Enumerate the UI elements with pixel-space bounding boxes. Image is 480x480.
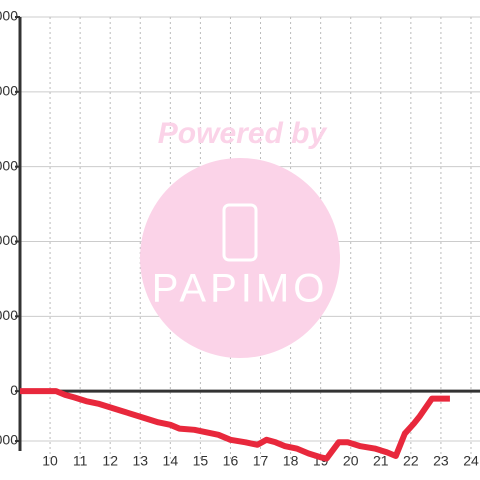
x-tick-label: 23	[433, 453, 449, 469]
x-tick-label: 15	[193, 453, 209, 469]
x-tick-label: 10	[42, 453, 58, 469]
x-tick-label: 16	[223, 453, 239, 469]
x-tick-label: 13	[132, 453, 148, 469]
x-tick-label: 14	[163, 453, 179, 469]
x-tick-label: 24	[463, 453, 479, 469]
y-tick-label: 150,000	[0, 8, 18, 24]
y-tick-label: 90,000	[0, 157, 18, 173]
data-line	[20, 388, 450, 462]
x-tick-label: 21	[373, 453, 389, 469]
y-tick-label: -20,000	[0, 432, 18, 448]
watermark: Powered by PAPIMO	[140, 117, 340, 358]
watermark-circle	[140, 158, 340, 358]
y-tick-label: 60,000	[0, 232, 18, 248]
x-tick-label: 22	[403, 453, 419, 469]
y-tick-label: 0	[10, 382, 18, 398]
x-tick-label: 18	[283, 453, 299, 469]
x-tick-label: 11	[73, 453, 88, 469]
x-tick-label: 17	[253, 453, 269, 469]
x-tick-label: 20	[343, 453, 359, 469]
x-tick-label: 12	[102, 453, 118, 469]
watermark-icon	[222, 203, 258, 262]
y-tick-label: 30,000	[0, 307, 18, 323]
watermark-caption: Powered by	[158, 117, 328, 150]
y-tick-label: 120,000	[0, 83, 18, 99]
watermark-brand: PAPIMO	[152, 267, 329, 311]
